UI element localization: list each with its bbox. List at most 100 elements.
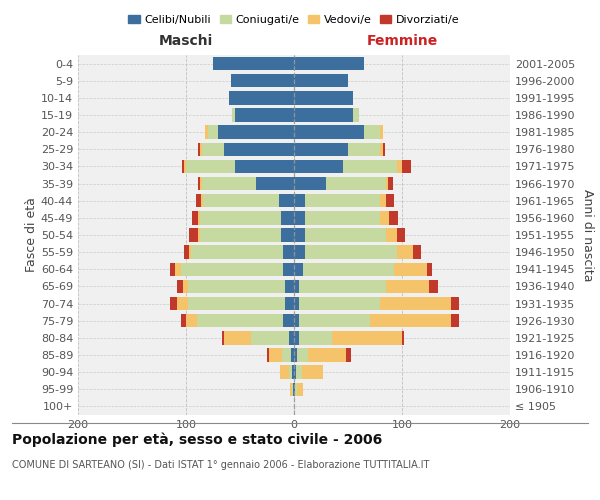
Bar bbox=[294, 57, 364, 70]
Bar bbox=[294, 160, 343, 173]
Bar bbox=[294, 297, 299, 310]
Bar bbox=[198, 228, 200, 241]
Bar bbox=[353, 108, 359, 122]
Bar bbox=[229, 91, 294, 104]
Bar bbox=[299, 297, 380, 310]
Bar bbox=[294, 228, 305, 241]
Bar bbox=[283, 246, 294, 259]
Bar bbox=[281, 228, 294, 241]
Bar bbox=[193, 211, 198, 224]
Text: Maschi: Maschi bbox=[159, 34, 213, 48]
Bar bbox=[178, 297, 188, 310]
Bar bbox=[294, 211, 305, 224]
Bar bbox=[198, 142, 200, 156]
Bar bbox=[181, 262, 283, 276]
Bar bbox=[221, 331, 224, 344]
Bar bbox=[308, 348, 346, 362]
Bar bbox=[294, 348, 297, 362]
Bar bbox=[267, 348, 269, 362]
Bar bbox=[397, 228, 405, 241]
Bar bbox=[191, 246, 283, 259]
Bar bbox=[200, 177, 202, 190]
Bar bbox=[299, 331, 332, 344]
Bar bbox=[256, 177, 294, 190]
Bar bbox=[197, 314, 283, 328]
Bar bbox=[294, 126, 364, 139]
Bar bbox=[186, 160, 235, 173]
Bar bbox=[294, 194, 305, 207]
Bar bbox=[286, 280, 294, 293]
Bar bbox=[305, 211, 380, 224]
Bar bbox=[213, 57, 294, 70]
Bar bbox=[386, 228, 397, 241]
Bar bbox=[402, 160, 410, 173]
Bar bbox=[389, 211, 398, 224]
Bar bbox=[294, 314, 299, 328]
Bar bbox=[294, 74, 348, 88]
Bar bbox=[370, 314, 451, 328]
Bar bbox=[348, 142, 380, 156]
Bar bbox=[397, 160, 402, 173]
Bar bbox=[397, 246, 413, 259]
Text: Femmine: Femmine bbox=[367, 34, 437, 48]
Bar bbox=[188, 297, 286, 310]
Bar bbox=[184, 246, 189, 259]
Bar bbox=[451, 314, 459, 328]
Bar bbox=[269, 348, 282, 362]
Bar bbox=[186, 314, 197, 328]
Legend: Celibi/Nubili, Coniugati/e, Vedovi/e, Divorziati/e: Celibi/Nubili, Coniugati/e, Vedovi/e, Di… bbox=[124, 10, 464, 29]
Bar bbox=[175, 262, 181, 276]
Bar bbox=[292, 366, 294, 379]
Bar bbox=[346, 348, 351, 362]
Bar bbox=[427, 262, 432, 276]
Bar bbox=[218, 126, 294, 139]
Bar bbox=[294, 246, 305, 259]
Bar bbox=[283, 262, 294, 276]
Bar bbox=[295, 382, 297, 396]
Bar bbox=[232, 108, 235, 122]
Bar bbox=[208, 126, 218, 139]
Bar bbox=[305, 228, 386, 241]
Bar bbox=[202, 142, 224, 156]
Bar bbox=[189, 228, 198, 241]
Bar bbox=[383, 142, 385, 156]
Bar bbox=[297, 348, 308, 362]
Bar bbox=[224, 331, 251, 344]
Bar bbox=[364, 126, 380, 139]
Bar bbox=[178, 280, 183, 293]
Bar bbox=[182, 160, 184, 173]
Bar bbox=[294, 366, 296, 379]
Bar bbox=[203, 194, 279, 207]
Bar bbox=[380, 211, 389, 224]
Bar bbox=[294, 331, 299, 344]
Bar bbox=[235, 160, 294, 173]
Bar bbox=[200, 211, 281, 224]
Bar bbox=[380, 297, 451, 310]
Bar bbox=[188, 280, 286, 293]
Y-axis label: Fasce di età: Fasce di età bbox=[25, 198, 38, 272]
Bar bbox=[294, 91, 353, 104]
Bar bbox=[290, 382, 292, 396]
Bar bbox=[280, 366, 289, 379]
Bar bbox=[202, 177, 256, 190]
Bar bbox=[402, 331, 404, 344]
Bar bbox=[380, 142, 383, 156]
Bar bbox=[181, 314, 186, 328]
Bar bbox=[200, 142, 202, 156]
Bar bbox=[294, 262, 302, 276]
Bar bbox=[198, 211, 200, 224]
Bar bbox=[302, 262, 394, 276]
Bar bbox=[302, 366, 323, 379]
Bar bbox=[451, 297, 459, 310]
Bar bbox=[343, 160, 397, 173]
Bar bbox=[205, 126, 208, 139]
Bar bbox=[279, 194, 294, 207]
Bar bbox=[224, 142, 294, 156]
Bar bbox=[286, 297, 294, 310]
Bar bbox=[332, 331, 402, 344]
Bar bbox=[170, 262, 175, 276]
Bar bbox=[198, 177, 200, 190]
Bar bbox=[184, 160, 186, 173]
Bar bbox=[294, 280, 299, 293]
Bar bbox=[293, 382, 294, 396]
